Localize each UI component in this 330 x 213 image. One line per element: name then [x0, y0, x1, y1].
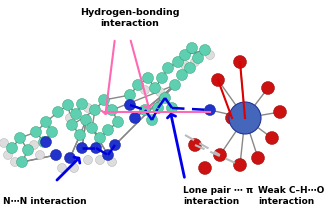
Circle shape	[90, 142, 102, 154]
Circle shape	[192, 52, 204, 63]
Circle shape	[4, 151, 13, 160]
Text: N⋯N interaction: N⋯N interaction	[3, 197, 86, 206]
Circle shape	[0, 138, 9, 147]
Circle shape	[89, 105, 101, 115]
Circle shape	[83, 104, 92, 112]
Circle shape	[62, 99, 74, 111]
Circle shape	[177, 69, 187, 81]
Circle shape	[36, 151, 45, 160]
Circle shape	[129, 112, 141, 124]
Circle shape	[229, 102, 261, 134]
Circle shape	[113, 117, 123, 128]
Circle shape	[162, 62, 174, 73]
Circle shape	[190, 58, 200, 66]
Circle shape	[159, 92, 171, 104]
Circle shape	[86, 122, 97, 134]
Circle shape	[234, 158, 247, 171]
Circle shape	[103, 125, 114, 135]
Circle shape	[7, 142, 17, 154]
Circle shape	[155, 88, 164, 96]
Circle shape	[64, 153, 76, 164]
Circle shape	[67, 119, 78, 131]
Circle shape	[167, 102, 178, 114]
Circle shape	[173, 56, 183, 68]
Circle shape	[149, 82, 160, 94]
Circle shape	[184, 62, 195, 73]
Circle shape	[81, 115, 91, 125]
Circle shape	[103, 150, 114, 161]
Text: Weak C–H⋯O
interaction: Weak C–H⋯O interaction	[258, 186, 324, 206]
Circle shape	[170, 79, 181, 91]
Circle shape	[186, 43, 197, 53]
Circle shape	[77, 142, 87, 154]
Circle shape	[140, 105, 150, 115]
Circle shape	[70, 164, 79, 173]
Circle shape	[124, 99, 136, 111]
Circle shape	[266, 131, 279, 144]
Circle shape	[94, 132, 106, 144]
Text: Hydrogen-bonding
interaction: Hydrogen-bonding interaction	[80, 8, 180, 28]
Circle shape	[41, 137, 51, 147]
Circle shape	[71, 108, 82, 119]
Circle shape	[52, 106, 63, 118]
Circle shape	[225, 111, 239, 125]
Circle shape	[124, 89, 136, 101]
Circle shape	[65, 114, 75, 122]
Circle shape	[15, 132, 25, 144]
Circle shape	[274, 105, 286, 118]
Circle shape	[108, 157, 116, 167]
Circle shape	[41, 117, 51, 128]
Circle shape	[152, 102, 163, 114]
Circle shape	[83, 155, 92, 164]
Text: Lone pair ⋯ π
interaction: Lone pair ⋯ π interaction	[183, 186, 253, 206]
Circle shape	[214, 148, 226, 161]
Circle shape	[199, 161, 212, 174]
Circle shape	[110, 140, 120, 151]
Circle shape	[147, 115, 157, 125]
Circle shape	[234, 56, 247, 69]
Circle shape	[29, 141, 39, 150]
Circle shape	[47, 127, 57, 138]
Circle shape	[50, 150, 61, 161]
Circle shape	[22, 144, 34, 155]
Circle shape	[180, 49, 190, 60]
Circle shape	[95, 155, 105, 164]
Circle shape	[16, 157, 27, 167]
Circle shape	[200, 45, 211, 56]
Circle shape	[188, 138, 202, 151]
Circle shape	[77, 98, 87, 109]
Circle shape	[75, 130, 85, 141]
Circle shape	[11, 157, 19, 167]
Circle shape	[98, 95, 110, 105]
Circle shape	[181, 60, 189, 69]
Circle shape	[39, 137, 49, 147]
Circle shape	[107, 105, 117, 115]
Circle shape	[261, 82, 275, 95]
Circle shape	[251, 151, 265, 164]
Circle shape	[141, 85, 149, 95]
Circle shape	[205, 105, 215, 115]
Circle shape	[206, 50, 214, 59]
Circle shape	[212, 73, 224, 86]
Circle shape	[30, 127, 42, 138]
Circle shape	[57, 164, 67, 173]
Circle shape	[156, 72, 168, 83]
Circle shape	[133, 79, 144, 91]
Circle shape	[143, 72, 153, 83]
